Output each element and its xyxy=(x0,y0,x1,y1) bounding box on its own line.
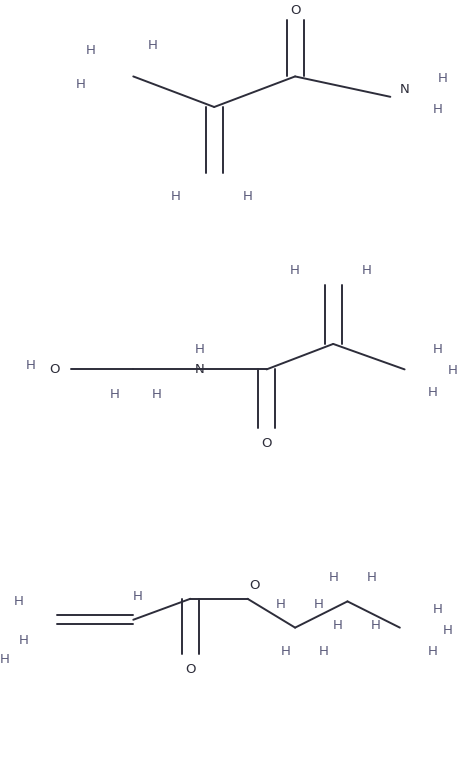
Text: H: H xyxy=(14,595,24,608)
Text: H: H xyxy=(152,388,162,401)
Text: H: H xyxy=(26,359,36,372)
Text: H: H xyxy=(428,645,438,658)
Text: N: N xyxy=(195,363,205,376)
Text: H: H xyxy=(281,645,290,658)
Text: O: O xyxy=(290,4,300,17)
Text: H: H xyxy=(328,571,338,584)
Text: H: H xyxy=(276,598,286,611)
Text: H: H xyxy=(133,590,143,603)
Text: H: H xyxy=(362,263,371,276)
Text: N: N xyxy=(400,83,409,96)
Text: H: H xyxy=(290,263,300,276)
Text: H: H xyxy=(319,645,328,658)
Text: H: H xyxy=(333,618,343,631)
Text: H: H xyxy=(195,343,205,356)
Text: H: H xyxy=(148,39,157,52)
Text: H: H xyxy=(86,45,95,57)
Text: H: H xyxy=(433,343,443,356)
Text: H: H xyxy=(19,635,29,647)
Text: H: H xyxy=(367,571,376,584)
Text: H: H xyxy=(243,190,252,203)
Text: H: H xyxy=(109,388,119,401)
Text: H: H xyxy=(438,73,447,86)
Text: H: H xyxy=(428,386,438,399)
Text: O: O xyxy=(261,437,272,450)
Text: H: H xyxy=(171,190,181,203)
Text: O: O xyxy=(50,363,60,376)
Text: H: H xyxy=(447,364,457,378)
Text: O: O xyxy=(249,579,260,592)
Text: H: H xyxy=(433,603,443,616)
Text: H: H xyxy=(314,598,324,611)
Text: H: H xyxy=(0,652,10,665)
Text: O: O xyxy=(185,663,196,676)
Text: H: H xyxy=(371,618,381,631)
Text: H: H xyxy=(443,624,452,637)
Text: H: H xyxy=(433,103,443,116)
Text: H: H xyxy=(76,77,86,90)
